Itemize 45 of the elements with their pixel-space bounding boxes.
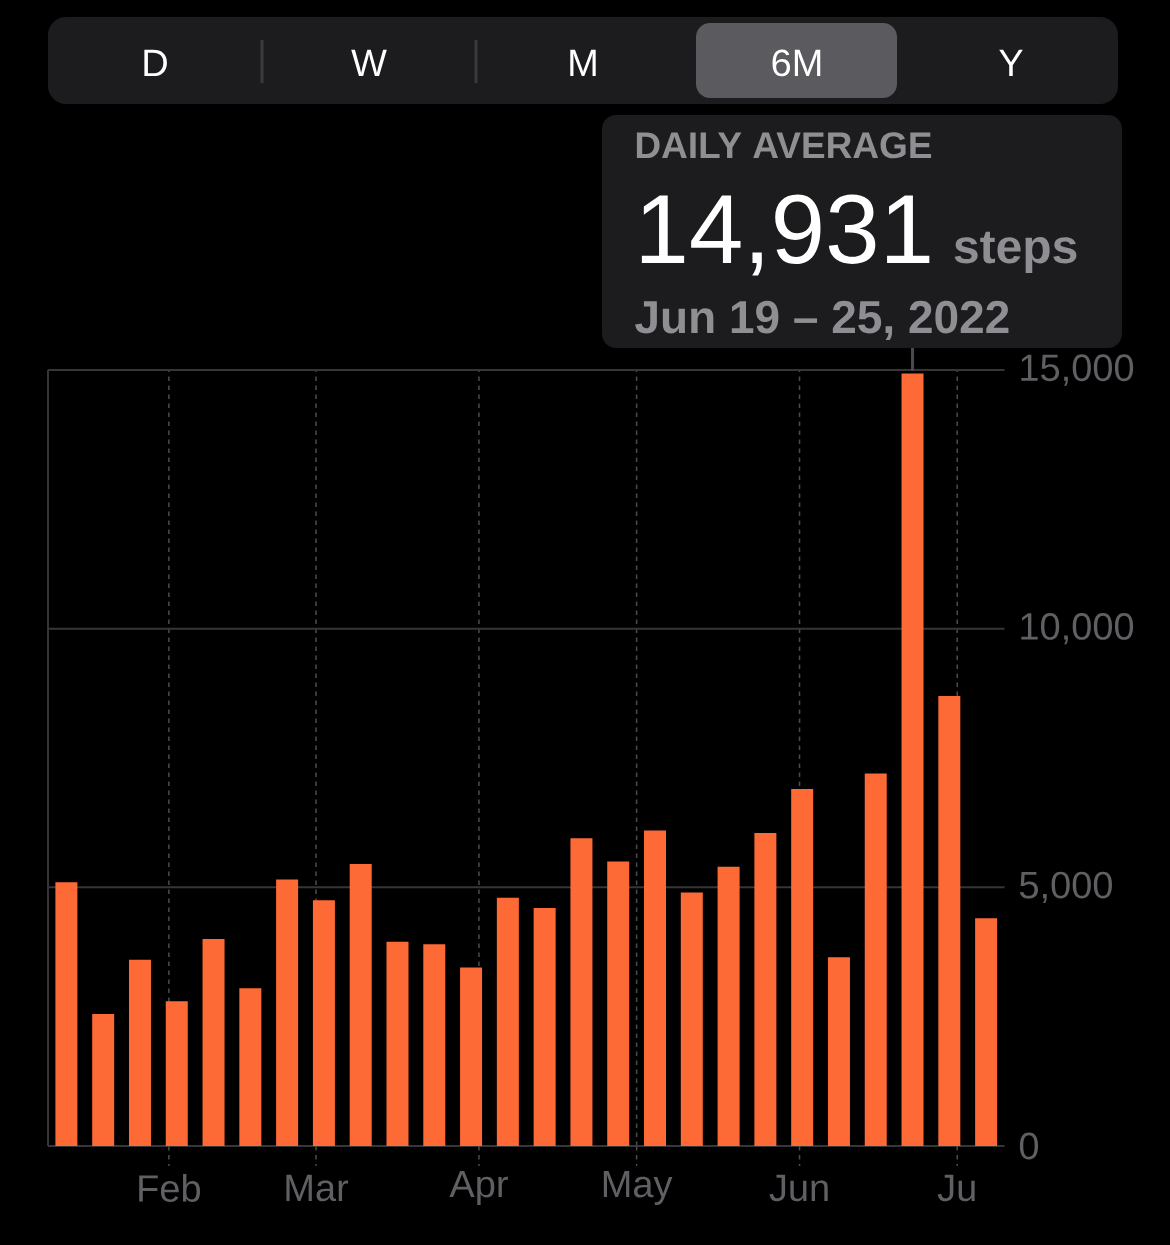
- x-tick-label: Mar: [286, 1174, 349, 1202]
- data-label: 14,931: [641, 194, 930, 276]
- y-tick-label: 0: [1019, 1132, 1039, 1160]
- bar: [239, 988, 262, 1146]
- bar: [55, 882, 78, 1146]
- text: Y: [999, 49, 1023, 76]
- bar: [680, 892, 703, 1146]
- bar: [423, 944, 446, 1146]
- bar: [864, 773, 887, 1146]
- bar: [827, 957, 850, 1146]
- bar: [975, 918, 998, 1146]
- bar: [570, 838, 593, 1146]
- text: M: [570, 49, 596, 76]
- bar: [460, 967, 483, 1146]
- bar: [312, 900, 335, 1146]
- bar: [202, 939, 225, 1146]
- y-tick-label: 15,000: [1021, 354, 1134, 386]
- bar: [607, 861, 630, 1146]
- bar: [938, 695, 961, 1146]
- text: DAILY AVERAGE: [636, 132, 932, 159]
- bar: [386, 941, 409, 1146]
- text: D: [144, 49, 167, 76]
- x-tick-label: Jun: [769, 1174, 828, 1202]
- bar: [92, 1014, 115, 1146]
- bar: [717, 866, 740, 1146]
- bar: [496, 897, 519, 1146]
- x-tick-label: Ju: [937, 1174, 975, 1202]
- text: W: [351, 49, 387, 76]
- y-tick-label: 5,000: [1019, 871, 1112, 904]
- bar: [128, 959, 151, 1146]
- bar: [349, 864, 372, 1146]
- bar: [901, 373, 924, 1146]
- annotation: Jun 19 – 25, 2022: [635, 300, 1009, 341]
- annotation: steps: [954, 231, 1077, 273]
- x-tick-label: Feb: [139, 1174, 201, 1202]
- text: 6M: [772, 49, 821, 77]
- bar: [754, 833, 777, 1146]
- y-tick-label: 10,000: [1021, 612, 1134, 645]
- bar: [791, 789, 814, 1146]
- x-tick-label: Apr: [449, 1170, 508, 1205]
- x-tick-label: May: [603, 1170, 673, 1205]
- bar: [533, 908, 556, 1146]
- bar: [276, 879, 299, 1146]
- bar: [165, 1001, 188, 1146]
- bar: [644, 830, 667, 1146]
